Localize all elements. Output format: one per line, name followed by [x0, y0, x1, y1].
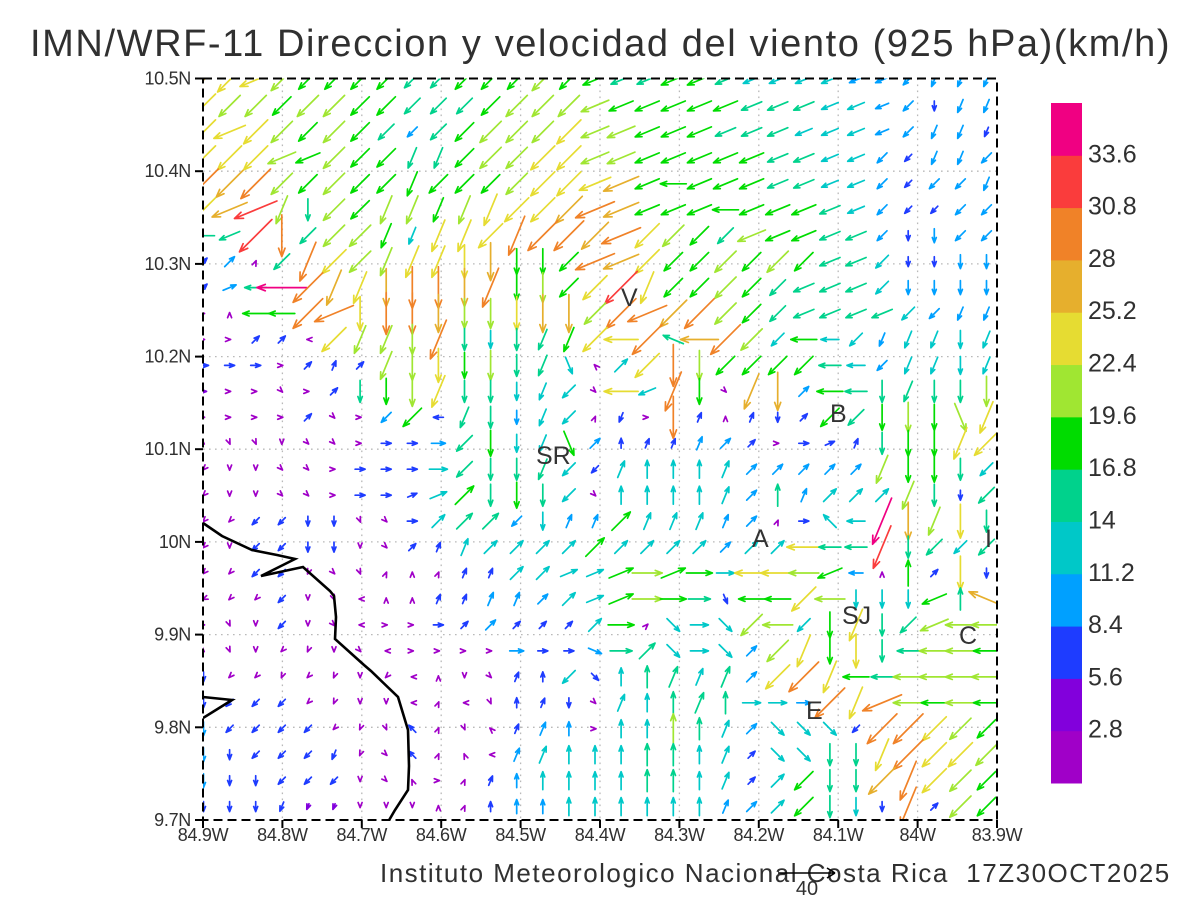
svg-text:19.6: 19.6 [1088, 402, 1137, 430]
svg-text:10.2N: 10.2N [144, 347, 191, 367]
svg-text:SJ: SJ [842, 602, 871, 630]
svg-text:Instituto Meteorologico Nacion: Instituto Meteorologico Nacional Costa R… [380, 858, 1171, 888]
svg-text:84.9W: 84.9W [178, 825, 229, 845]
svg-text:11.2: 11.2 [1088, 559, 1135, 587]
svg-text:83.9W: 83.9W [972, 825, 1023, 845]
svg-text:V: V [621, 284, 638, 312]
svg-text:84.4W: 84.4W [575, 825, 626, 845]
svg-text:IMN/WRF-11 Direccion y velocid: IMN/WRF-11 Direccion y velocidad del vie… [30, 23, 1171, 65]
svg-text:22.4: 22.4 [1088, 350, 1137, 378]
svg-text:84.5W: 84.5W [495, 825, 546, 845]
svg-text:5.6: 5.6 [1088, 663, 1123, 691]
svg-text:84.6W: 84.6W [416, 825, 467, 845]
svg-text:10N: 10N [159, 532, 191, 552]
svg-text:25.2: 25.2 [1088, 297, 1137, 325]
svg-text:E: E [806, 697, 823, 725]
svg-text:10.5N: 10.5N [144, 69, 191, 89]
svg-text:9.7N: 9.7N [154, 810, 191, 830]
svg-text:33.6: 33.6 [1088, 140, 1137, 168]
svg-text:8.4: 8.4 [1088, 611, 1123, 639]
svg-text:10.1N: 10.1N [144, 439, 191, 459]
svg-text:84.7W: 84.7W [337, 825, 388, 845]
svg-text:14: 14 [1088, 507, 1116, 535]
svg-text:C: C [959, 622, 977, 650]
svg-text:40: 40 [796, 878, 818, 900]
svg-text:16.8: 16.8 [1088, 454, 1137, 482]
svg-text:B: B [830, 400, 847, 428]
svg-text:SR: SR [536, 442, 571, 470]
svg-text:84.2W: 84.2W [734, 825, 785, 845]
svg-text:10.4N: 10.4N [144, 161, 191, 181]
svg-text:2.8: 2.8 [1088, 716, 1123, 744]
svg-text:84.1W: 84.1W [813, 825, 864, 845]
svg-text:9.8N: 9.8N [154, 717, 191, 737]
svg-text:9.9N: 9.9N [154, 625, 191, 645]
svg-text:84.8W: 84.8W [257, 825, 308, 845]
svg-text:A: A [752, 525, 769, 553]
svg-text:30.8: 30.8 [1088, 193, 1137, 221]
svg-text:I: I [985, 525, 992, 553]
svg-text:84W: 84W [900, 825, 936, 845]
svg-text:28: 28 [1088, 245, 1116, 273]
svg-text:10.3N: 10.3N [144, 254, 191, 274]
svg-text:84.3W: 84.3W [654, 825, 705, 845]
